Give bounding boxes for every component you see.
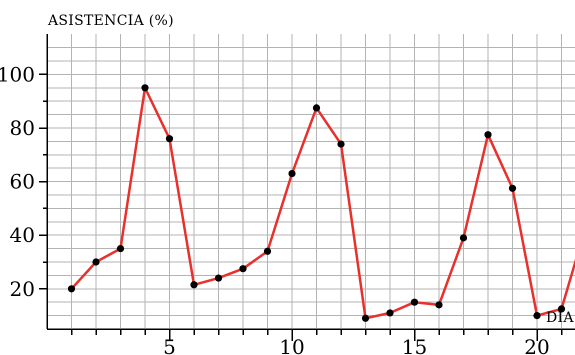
data-point	[459, 234, 468, 242]
data-point	[508, 184, 517, 192]
data-point	[557, 305, 566, 313]
y-axis-label: ASISTENCIA (%)	[47, 13, 174, 29]
y-tick-label: 60	[10, 170, 35, 194]
data-point	[92, 258, 100, 266]
grid	[47, 34, 575, 328]
plot-area	[67, 84, 575, 322]
axes	[39, 34, 575, 341]
x-tick-label: 20	[524, 335, 549, 355]
data-point	[533, 312, 541, 320]
data-point	[239, 265, 247, 273]
data-point	[484, 131, 492, 139]
data-point	[116, 245, 125, 253]
data-point	[386, 309, 394, 317]
tick-labels: 2040608010051015202530	[0, 62, 550, 355]
data-point	[190, 281, 198, 289]
data-point	[288, 169, 296, 178]
data-point	[435, 301, 443, 309]
x-tick-label: 10	[279, 335, 304, 355]
data-point	[141, 84, 149, 92]
y-tick-label: 40	[10, 223, 35, 247]
data-point	[361, 314, 370, 322]
x-axis-label: DÍA	[546, 308, 574, 326]
y-tick-label: 100	[0, 62, 35, 86]
x-tick-label: 5	[163, 335, 176, 355]
data-point	[312, 104, 321, 112]
data-point	[410, 298, 419, 306]
data-point	[165, 135, 174, 143]
y-tick-label: 80	[10, 116, 35, 140]
x-tick-label: 15	[402, 335, 427, 355]
y-tick-label: 20	[10, 277, 35, 301]
data-point	[214, 274, 223, 282]
series-line	[70, 86, 575, 320]
data-point	[67, 285, 76, 293]
data-point	[337, 140, 345, 148]
data-point	[263, 247, 272, 255]
data-points	[67, 84, 566, 322]
